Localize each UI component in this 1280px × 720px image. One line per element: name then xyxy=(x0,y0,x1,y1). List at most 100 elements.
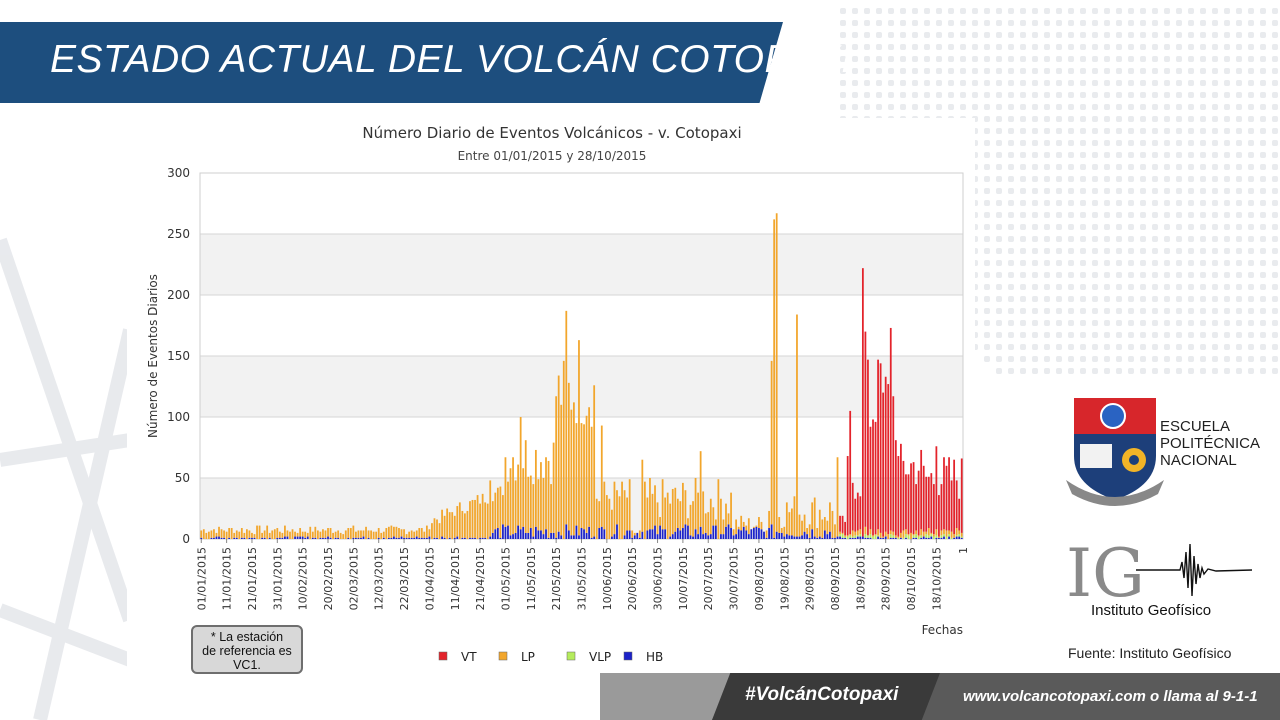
bar-hb xyxy=(869,537,872,539)
bg-dot xyxy=(996,200,1002,206)
bar-lp xyxy=(656,502,659,535)
reference-station-note: * La estación de referencia es VC1. xyxy=(191,625,303,674)
bg-dot xyxy=(876,68,882,74)
bg-dot xyxy=(1248,44,1254,50)
bg-dot xyxy=(1068,32,1074,38)
bg-dot xyxy=(1152,92,1158,98)
bg-dot xyxy=(1152,140,1158,146)
bg-dot xyxy=(1152,272,1158,278)
bg-dot xyxy=(1008,8,1014,14)
bg-dot xyxy=(984,320,990,326)
bg-dot xyxy=(1020,8,1026,14)
bg-dot xyxy=(1188,164,1194,170)
bar-hb xyxy=(841,537,844,539)
bg-dot xyxy=(888,8,894,14)
bar-hb xyxy=(240,537,243,539)
bg-dot xyxy=(1260,128,1266,134)
bar-lp xyxy=(344,530,347,539)
bar-lp xyxy=(641,459,644,532)
bg-dot xyxy=(1248,80,1254,86)
bar-vlp xyxy=(955,535,958,537)
bar-lp xyxy=(327,528,329,537)
bg-dot xyxy=(996,56,1002,62)
bg-dot xyxy=(1068,44,1074,50)
bg-dot xyxy=(1056,8,1062,14)
footer-website[interactable]: www.volcancotopaxi.com o llama al 9-1-1 xyxy=(963,688,1258,705)
bar-hb xyxy=(775,531,778,539)
bg-dot xyxy=(1032,8,1038,14)
bg-dot xyxy=(1248,260,1254,266)
bg-dot xyxy=(1200,188,1206,194)
bg-dot xyxy=(1140,8,1146,14)
bg-dot xyxy=(1104,248,1110,254)
bg-dot xyxy=(984,116,990,122)
bar-vlp xyxy=(905,534,907,538)
bg-dot xyxy=(1056,260,1062,266)
bg-dot xyxy=(1140,116,1146,122)
bar-lp xyxy=(613,481,616,535)
bar-lp xyxy=(816,528,819,538)
bg-dot xyxy=(1188,68,1194,74)
bg-dot xyxy=(1080,92,1086,98)
bar-lp xyxy=(953,534,956,538)
bg-dot xyxy=(1260,332,1266,338)
bg-dot xyxy=(1020,356,1026,362)
bg-dot xyxy=(1032,116,1038,122)
bar-hb xyxy=(598,528,601,539)
bg-dot xyxy=(996,356,1002,362)
bar-vlp xyxy=(889,534,892,538)
bar-hb xyxy=(590,537,593,539)
bg-dot xyxy=(1068,296,1074,302)
bg-dot xyxy=(1032,356,1038,362)
bg-dot xyxy=(1056,320,1062,326)
bg-dot xyxy=(1044,188,1050,194)
bg-dot xyxy=(996,344,1002,350)
bg-dot xyxy=(1212,56,1218,62)
bar-lp xyxy=(917,535,920,537)
bar-lp xyxy=(709,498,712,535)
bar-hb xyxy=(854,537,857,539)
bg-dot xyxy=(1152,212,1158,218)
bg-dot xyxy=(1020,152,1026,158)
bg-dot xyxy=(1152,116,1158,122)
bg-dot xyxy=(1080,344,1086,350)
bg-dot xyxy=(1008,128,1014,134)
bg-dot xyxy=(1044,296,1050,302)
bar-hb xyxy=(922,536,925,539)
bg-dot xyxy=(1188,320,1194,326)
bar-hb xyxy=(200,537,203,539)
bg-dot xyxy=(1176,128,1182,134)
bg-dot xyxy=(1092,80,1098,86)
bg-dot xyxy=(1164,332,1170,338)
bg-dot xyxy=(924,68,930,74)
bar-vt xyxy=(887,384,890,535)
bar-vlp xyxy=(849,535,852,538)
bg-dot xyxy=(1272,332,1278,338)
bar-hb xyxy=(943,536,945,539)
bg-dot xyxy=(984,56,990,62)
bg-dot xyxy=(888,20,894,26)
bar-lp xyxy=(380,532,383,539)
bar-lp xyxy=(720,498,722,535)
bg-dot xyxy=(1080,44,1086,50)
chart-panel: Número Diario de Eventos Volcánicos - v.… xyxy=(127,118,975,678)
bg-dot xyxy=(1104,212,1110,218)
bar-lp xyxy=(598,501,601,529)
bg-dot xyxy=(1044,56,1050,62)
bar-lp xyxy=(248,530,251,538)
bar-lp xyxy=(808,524,811,538)
bg-dot xyxy=(1092,20,1098,26)
bg-dot xyxy=(1020,296,1026,302)
bg-dot xyxy=(1236,308,1242,314)
bar-lp xyxy=(588,407,590,527)
bg-dot xyxy=(936,32,942,38)
bar-hb xyxy=(215,536,218,539)
bar-hb xyxy=(281,537,284,539)
bg-dot xyxy=(1272,68,1278,74)
x-tick-label: 30/07/2015 xyxy=(728,547,741,610)
bg-dot xyxy=(1212,320,1218,326)
bar-vlp xyxy=(935,535,938,538)
bar-lp xyxy=(443,515,446,538)
bar-hb xyxy=(638,537,641,539)
bar-hb xyxy=(299,536,302,539)
